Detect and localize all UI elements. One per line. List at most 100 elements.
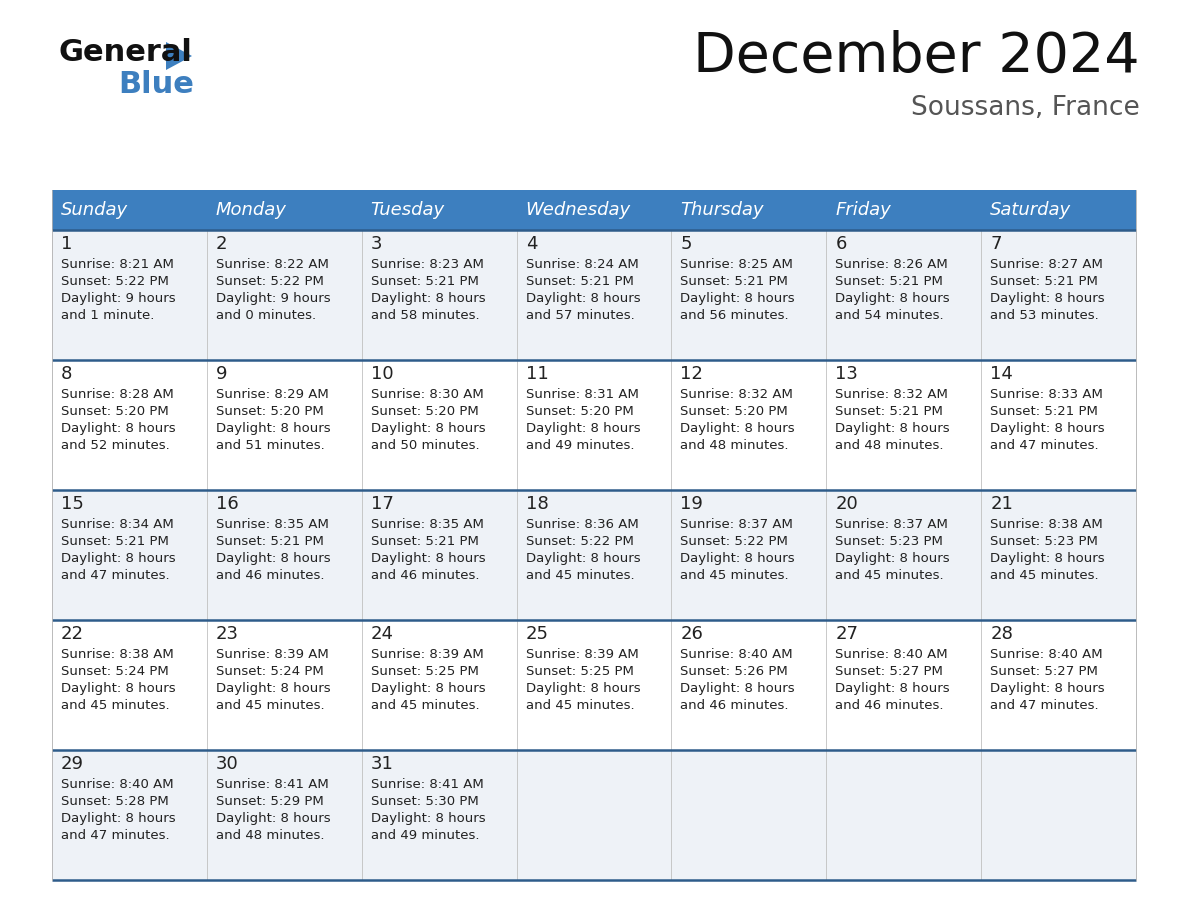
Text: Sunset: 5:21 PM: Sunset: 5:21 PM xyxy=(371,535,479,548)
Text: Sunrise: 8:27 AM: Sunrise: 8:27 AM xyxy=(990,258,1102,271)
Text: Daylight: 8 hours: Daylight: 8 hours xyxy=(371,292,486,305)
Text: 2: 2 xyxy=(216,235,227,253)
Text: and 52 minutes.: and 52 minutes. xyxy=(61,439,170,452)
Text: Daylight: 8 hours: Daylight: 8 hours xyxy=(61,812,176,825)
Text: 20: 20 xyxy=(835,495,858,513)
Text: 13: 13 xyxy=(835,365,858,383)
Text: Sunday: Sunday xyxy=(61,201,128,219)
Text: Sunset: 5:20 PM: Sunset: 5:20 PM xyxy=(525,405,633,418)
Text: 29: 29 xyxy=(61,755,84,773)
Text: Daylight: 8 hours: Daylight: 8 hours xyxy=(835,682,950,695)
Text: and 48 minutes.: and 48 minutes. xyxy=(835,439,943,452)
Text: Sunset: 5:21 PM: Sunset: 5:21 PM xyxy=(990,405,1098,418)
Text: Sunrise: 8:39 AM: Sunrise: 8:39 AM xyxy=(216,648,329,661)
Text: Daylight: 8 hours: Daylight: 8 hours xyxy=(61,682,176,695)
Text: Daylight: 8 hours: Daylight: 8 hours xyxy=(216,422,330,435)
Text: Tuesday: Tuesday xyxy=(371,201,444,219)
Text: Sunset: 5:21 PM: Sunset: 5:21 PM xyxy=(681,275,789,288)
Text: Daylight: 8 hours: Daylight: 8 hours xyxy=(371,682,486,695)
Text: Daylight: 8 hours: Daylight: 8 hours xyxy=(990,552,1105,565)
Text: Sunrise: 8:38 AM: Sunrise: 8:38 AM xyxy=(990,518,1102,531)
Text: 15: 15 xyxy=(61,495,84,513)
Text: Daylight: 9 hours: Daylight: 9 hours xyxy=(61,292,176,305)
Bar xyxy=(52,190,1136,230)
Text: and 45 minutes.: and 45 minutes. xyxy=(990,569,1099,582)
Text: Sunrise: 8:35 AM: Sunrise: 8:35 AM xyxy=(371,518,484,531)
Text: 1: 1 xyxy=(61,235,72,253)
Text: Sunrise: 8:28 AM: Sunrise: 8:28 AM xyxy=(61,388,173,401)
Text: Blue: Blue xyxy=(118,70,194,99)
Text: Daylight: 8 hours: Daylight: 8 hours xyxy=(61,552,176,565)
Text: and 47 minutes.: and 47 minutes. xyxy=(61,569,170,582)
Text: and 51 minutes.: and 51 minutes. xyxy=(216,439,324,452)
Text: and 54 minutes.: and 54 minutes. xyxy=(835,309,944,322)
Text: Sunset: 5:20 PM: Sunset: 5:20 PM xyxy=(681,405,788,418)
Text: Sunrise: 8:39 AM: Sunrise: 8:39 AM xyxy=(525,648,638,661)
Text: 17: 17 xyxy=(371,495,393,513)
Text: 25: 25 xyxy=(525,625,549,643)
Text: 6: 6 xyxy=(835,235,847,253)
Text: Daylight: 8 hours: Daylight: 8 hours xyxy=(990,292,1105,305)
Text: Sunset: 5:27 PM: Sunset: 5:27 PM xyxy=(990,665,1098,678)
Text: Sunrise: 8:29 AM: Sunrise: 8:29 AM xyxy=(216,388,329,401)
Text: and 58 minutes.: and 58 minutes. xyxy=(371,309,479,322)
Text: Sunrise: 8:40 AM: Sunrise: 8:40 AM xyxy=(681,648,794,661)
Text: 3: 3 xyxy=(371,235,383,253)
Text: 10: 10 xyxy=(371,365,393,383)
Text: and 46 minutes.: and 46 minutes. xyxy=(371,569,479,582)
Text: and 47 minutes.: and 47 minutes. xyxy=(61,829,170,842)
Text: Sunset: 5:21 PM: Sunset: 5:21 PM xyxy=(525,275,633,288)
Text: Sunset: 5:21 PM: Sunset: 5:21 PM xyxy=(835,275,943,288)
Text: 11: 11 xyxy=(525,365,549,383)
Text: Daylight: 8 hours: Daylight: 8 hours xyxy=(681,292,795,305)
Text: 26: 26 xyxy=(681,625,703,643)
Text: Sunset: 5:20 PM: Sunset: 5:20 PM xyxy=(61,405,169,418)
Text: Daylight: 8 hours: Daylight: 8 hours xyxy=(216,682,330,695)
Text: 5: 5 xyxy=(681,235,691,253)
Text: Sunset: 5:20 PM: Sunset: 5:20 PM xyxy=(216,405,323,418)
Text: 23: 23 xyxy=(216,625,239,643)
Text: Sunset: 5:24 PM: Sunset: 5:24 PM xyxy=(216,665,323,678)
Text: Saturday: Saturday xyxy=(990,201,1072,219)
Text: Sunrise: 8:40 AM: Sunrise: 8:40 AM xyxy=(990,648,1102,661)
Bar xyxy=(52,490,1136,620)
Text: and 50 minutes.: and 50 minutes. xyxy=(371,439,479,452)
Text: Daylight: 8 hours: Daylight: 8 hours xyxy=(525,682,640,695)
Text: Daylight: 8 hours: Daylight: 8 hours xyxy=(835,552,950,565)
Text: Sunrise: 8:37 AM: Sunrise: 8:37 AM xyxy=(835,518,948,531)
Text: 30: 30 xyxy=(216,755,239,773)
Text: and 45 minutes.: and 45 minutes. xyxy=(216,699,324,712)
Text: and 46 minutes.: and 46 minutes. xyxy=(216,569,324,582)
Text: and 1 minute.: and 1 minute. xyxy=(61,309,154,322)
Text: Sunset: 5:21 PM: Sunset: 5:21 PM xyxy=(61,535,169,548)
Text: 18: 18 xyxy=(525,495,549,513)
Text: Wednesday: Wednesday xyxy=(525,201,631,219)
Text: and 49 minutes.: and 49 minutes. xyxy=(525,439,634,452)
Text: 16: 16 xyxy=(216,495,239,513)
Text: Sunrise: 8:41 AM: Sunrise: 8:41 AM xyxy=(371,778,484,791)
Text: Sunrise: 8:22 AM: Sunrise: 8:22 AM xyxy=(216,258,329,271)
Text: Sunset: 5:27 PM: Sunset: 5:27 PM xyxy=(835,665,943,678)
Text: and 47 minutes.: and 47 minutes. xyxy=(990,439,1099,452)
Bar xyxy=(52,620,1136,750)
Text: Sunrise: 8:36 AM: Sunrise: 8:36 AM xyxy=(525,518,638,531)
Text: Daylight: 8 hours: Daylight: 8 hours xyxy=(525,552,640,565)
Text: Sunrise: 8:23 AM: Sunrise: 8:23 AM xyxy=(371,258,484,271)
Text: Daylight: 8 hours: Daylight: 8 hours xyxy=(835,292,950,305)
Text: Daylight: 8 hours: Daylight: 8 hours xyxy=(681,422,795,435)
Text: 4: 4 xyxy=(525,235,537,253)
Text: and 45 minutes.: and 45 minutes. xyxy=(525,699,634,712)
Polygon shape xyxy=(166,42,192,70)
Text: December 2024: December 2024 xyxy=(694,30,1140,84)
Text: Sunset: 5:25 PM: Sunset: 5:25 PM xyxy=(371,665,479,678)
Bar xyxy=(52,750,1136,880)
Text: Sunset: 5:28 PM: Sunset: 5:28 PM xyxy=(61,795,169,808)
Text: Sunset: 5:25 PM: Sunset: 5:25 PM xyxy=(525,665,633,678)
Text: 24: 24 xyxy=(371,625,393,643)
Text: Sunset: 5:21 PM: Sunset: 5:21 PM xyxy=(216,535,324,548)
Text: Friday: Friday xyxy=(835,201,891,219)
Text: Sunset: 5:23 PM: Sunset: 5:23 PM xyxy=(835,535,943,548)
Text: Sunset: 5:21 PM: Sunset: 5:21 PM xyxy=(990,275,1098,288)
Text: Daylight: 8 hours: Daylight: 8 hours xyxy=(990,422,1105,435)
Text: Daylight: 8 hours: Daylight: 8 hours xyxy=(990,682,1105,695)
